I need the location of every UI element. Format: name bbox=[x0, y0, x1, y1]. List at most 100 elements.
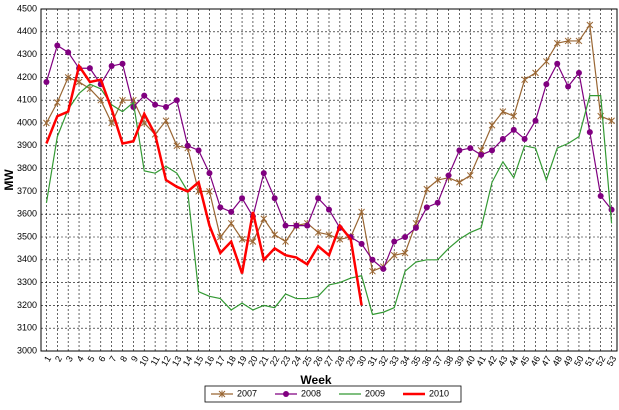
point bbox=[434, 176, 442, 184]
legend-label: 2008 bbox=[301, 388, 321, 398]
point bbox=[217, 204, 224, 211]
x-tick-label: 16 bbox=[203, 354, 217, 368]
point bbox=[43, 78, 50, 85]
x-tick-label: 53 bbox=[605, 354, 619, 368]
x-tick-label: 8 bbox=[118, 354, 129, 363]
point bbox=[315, 195, 322, 202]
point bbox=[456, 147, 463, 154]
point bbox=[195, 147, 202, 154]
point bbox=[162, 104, 169, 111]
point bbox=[423, 185, 431, 193]
point bbox=[445, 172, 452, 179]
x-tick-label: 43 bbox=[496, 354, 510, 368]
point bbox=[554, 60, 561, 67]
y-tick-label: 3900 bbox=[17, 140, 37, 150]
point bbox=[608, 206, 615, 213]
point bbox=[586, 129, 593, 136]
point bbox=[238, 235, 246, 243]
point bbox=[314, 228, 322, 236]
point bbox=[423, 204, 430, 211]
y-tick-label: 3300 bbox=[17, 277, 37, 287]
point bbox=[119, 60, 126, 67]
x-tick-label: 45 bbox=[518, 354, 532, 368]
point bbox=[521, 76, 528, 84]
x-tick-label: 34 bbox=[398, 354, 412, 368]
x-tick-label: 50 bbox=[572, 354, 586, 368]
y-tick-label: 3500 bbox=[17, 231, 37, 241]
x-tick-label: 24 bbox=[290, 354, 304, 368]
y-tick-label: 4400 bbox=[17, 26, 37, 36]
point bbox=[390, 251, 398, 259]
x-tick-label: 1 bbox=[42, 354, 53, 363]
point bbox=[53, 98, 61, 106]
point bbox=[510, 126, 517, 133]
point bbox=[543, 81, 550, 88]
x-tick-label: 51 bbox=[583, 354, 597, 368]
point bbox=[65, 49, 72, 56]
point bbox=[108, 63, 115, 69]
legend-marker bbox=[218, 390, 226, 398]
y-tick-label: 4200 bbox=[17, 72, 37, 82]
point bbox=[43, 119, 50, 127]
point bbox=[478, 151, 485, 158]
legend-marker bbox=[283, 391, 289, 397]
x-tick-label: 30 bbox=[355, 354, 369, 368]
point bbox=[575, 37, 583, 45]
legend-label: 2009 bbox=[365, 388, 385, 398]
point bbox=[391, 238, 398, 245]
point bbox=[64, 73, 72, 81]
point bbox=[532, 117, 539, 124]
point bbox=[380, 265, 387, 272]
y-tick-label: 4500 bbox=[17, 3, 37, 13]
point bbox=[271, 195, 278, 202]
point bbox=[326, 206, 332, 213]
point bbox=[597, 192, 604, 199]
x-tick-label: 27 bbox=[322, 354, 336, 368]
point bbox=[489, 147, 496, 154]
point bbox=[325, 231, 333, 239]
point bbox=[521, 135, 528, 142]
x-tick-label: 12 bbox=[159, 354, 173, 368]
x-tick-label: 7 bbox=[107, 354, 118, 363]
point bbox=[119, 96, 126, 104]
x-tick-label: 47 bbox=[539, 354, 553, 368]
point bbox=[260, 170, 267, 177]
x-tick-label: 29 bbox=[344, 354, 358, 368]
plot-area bbox=[41, 9, 617, 351]
x-tick-label: 18 bbox=[224, 354, 238, 368]
x-tick-label: 2 bbox=[53, 354, 64, 363]
x-axis-title: Week bbox=[300, 373, 331, 387]
plot-border bbox=[40, 8, 618, 352]
point bbox=[282, 222, 289, 229]
point bbox=[184, 142, 191, 149]
point bbox=[282, 238, 289, 246]
point bbox=[86, 85, 94, 93]
y-tick-label: 3000 bbox=[17, 345, 37, 355]
x-tick-label: 31 bbox=[366, 354, 380, 368]
point bbox=[271, 231, 279, 239]
x-tick-label: 4 bbox=[75, 354, 86, 363]
x-tick-label: 32 bbox=[376, 354, 390, 368]
y-tick-label: 3100 bbox=[17, 323, 37, 333]
point bbox=[173, 97, 180, 104]
x-tick-label: 22 bbox=[268, 354, 282, 368]
x-tick-label: 37 bbox=[431, 354, 445, 368]
x-tick-label: 26 bbox=[311, 354, 325, 368]
point bbox=[239, 195, 246, 202]
point bbox=[162, 117, 170, 125]
x-tick-label: 36 bbox=[420, 354, 434, 368]
x-tick-label: 13 bbox=[170, 354, 184, 368]
y-tick-label: 3800 bbox=[17, 163, 37, 173]
point bbox=[206, 170, 213, 177]
point bbox=[543, 57, 550, 65]
point bbox=[358, 208, 365, 216]
x-tick-label: 28 bbox=[333, 354, 347, 368]
point bbox=[249, 238, 257, 246]
point bbox=[575, 69, 582, 76]
point bbox=[304, 222, 311, 229]
point bbox=[565, 83, 572, 90]
x-tick-label: 21 bbox=[257, 354, 271, 368]
series-line bbox=[45, 62, 363, 306]
y-tick-label: 3700 bbox=[17, 186, 37, 196]
